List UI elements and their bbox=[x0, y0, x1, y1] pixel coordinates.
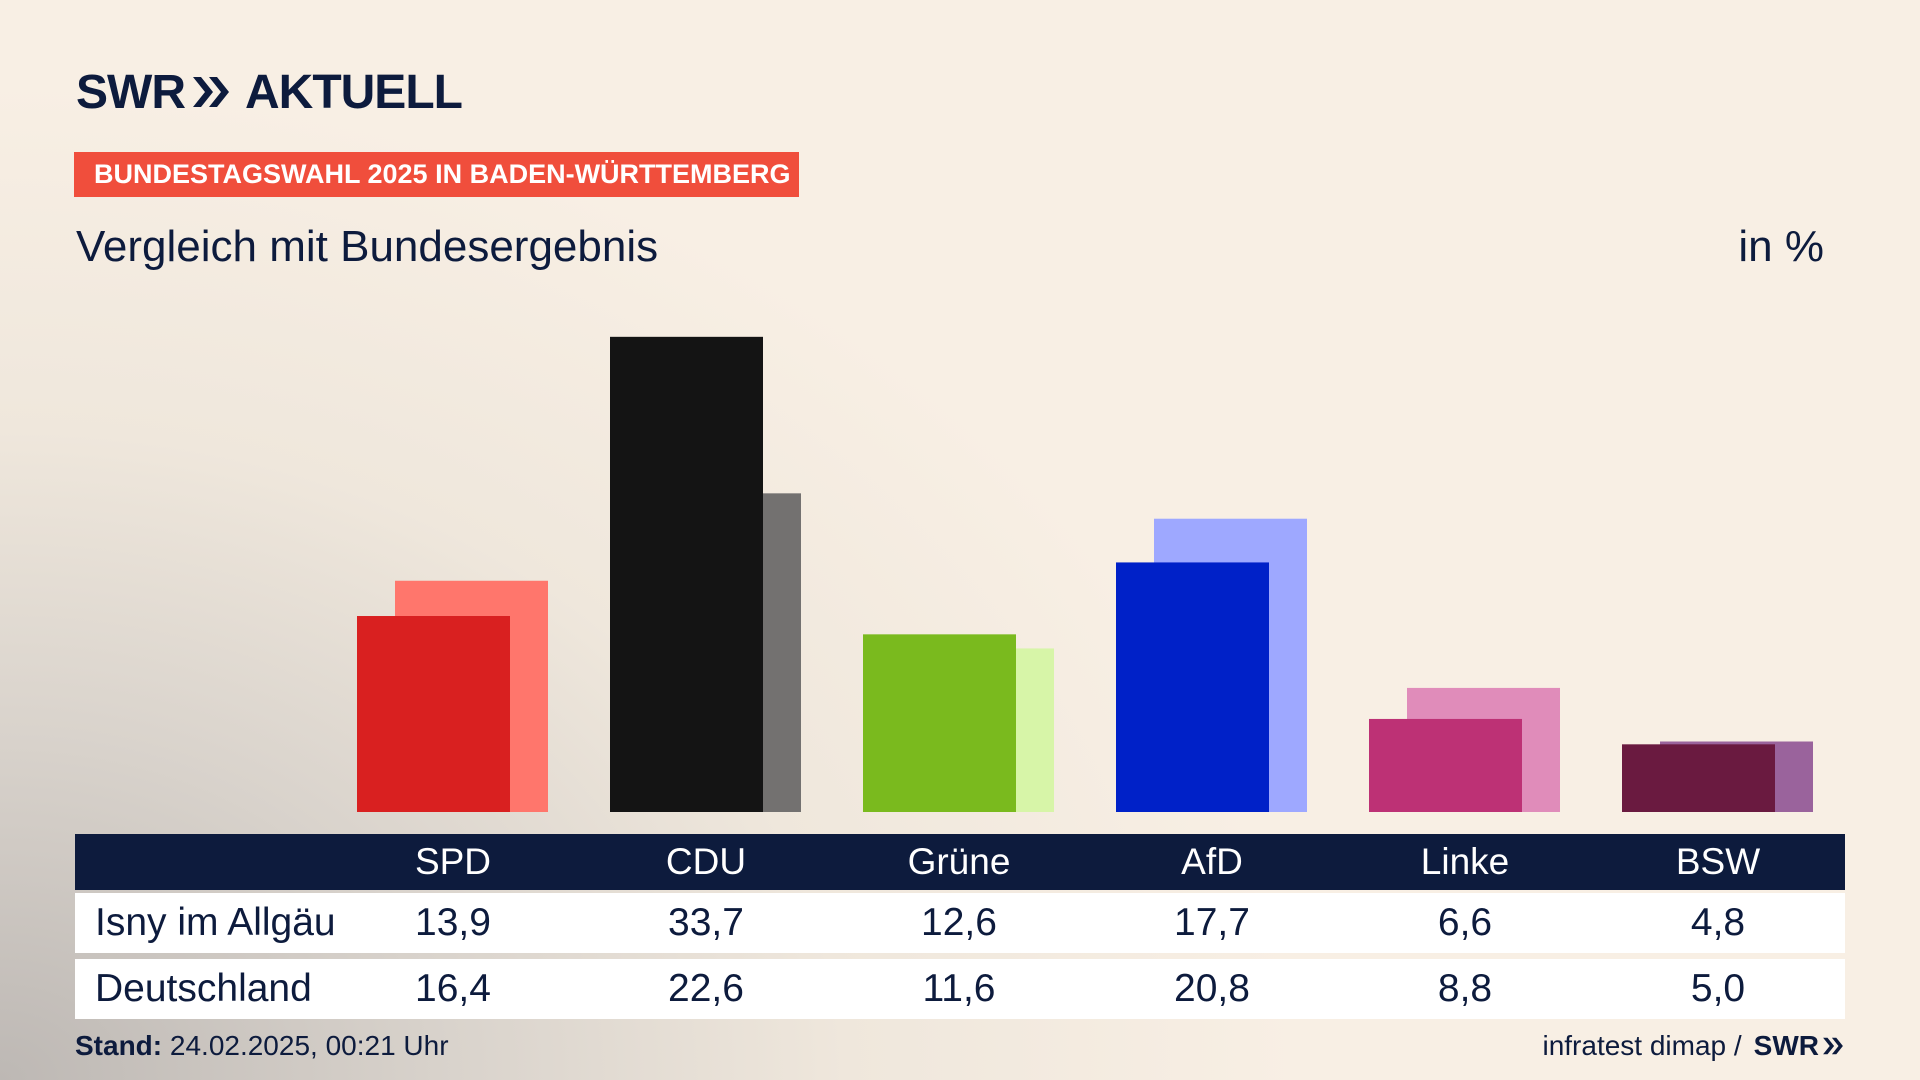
table-cell: 4,8 bbox=[1690, 901, 1746, 944]
bar-deutschland-grüne bbox=[901, 648, 1054, 812]
table-row: Deutschland 16,4 22,6 11,6 20,8 8,8 5,0 bbox=[75, 959, 1845, 1019]
double-chevron-icon bbox=[191, 75, 231, 109]
bar-isny-grüne bbox=[863, 634, 1016, 812]
party-header: Grüne bbox=[907, 841, 1011, 882]
table-cell: 6,6 bbox=[1437, 901, 1493, 944]
logo-brand: SWR bbox=[76, 65, 186, 119]
unit-label: in % bbox=[1738, 222, 1824, 271]
bar-deutschland-linke bbox=[1407, 687, 1560, 812]
table-cell: 16,4 bbox=[415, 967, 491, 1010]
logo-product: AKTUELL bbox=[244, 65, 463, 119]
party-header: CDU bbox=[665, 841, 747, 882]
table-header-row: SPD CDU Grüne AfD Linke BSW bbox=[75, 834, 1845, 890]
bar-deutschland-bsw bbox=[1660, 741, 1813, 812]
swr-mini-logo: SWR bbox=[1754, 1030, 1844, 1062]
bar-isny-spd bbox=[357, 616, 510, 812]
bar-isny-linke bbox=[1369, 718, 1522, 812]
table-cell: 13,9 bbox=[415, 901, 491, 944]
table-cell: 20,8 bbox=[1174, 967, 1250, 1010]
party-header: BSW bbox=[1675, 841, 1761, 882]
table-cell: 8,8 bbox=[1437, 967, 1493, 1010]
bar-isny-afd bbox=[1116, 562, 1269, 812]
source-logo-text: SWR bbox=[1753, 1030, 1819, 1061]
stand-value: 24.02.2025, 00:21 Uhr bbox=[169, 1030, 449, 1061]
swr-aktuell-logo: SWR AKTUELL bbox=[76, 66, 463, 119]
table-cell: 12,6 bbox=[921, 901, 997, 944]
table-row: Isny im Allgäu 13,9 33,7 12,6 17,7 6,6 4… bbox=[75, 893, 1845, 953]
source-credit: infratest dimap / SWR bbox=[1542, 1030, 1844, 1062]
table-cell: 5,0 bbox=[1690, 967, 1746, 1010]
party-header: AfD bbox=[1181, 841, 1243, 882]
double-chevron-icon bbox=[1823, 1037, 1843, 1055]
table-cell: 17,7 bbox=[1174, 901, 1250, 944]
table-cell: 22,6 bbox=[668, 967, 744, 1010]
chart-subtitle: Vergleich mit Bundesergebnis bbox=[76, 222, 659, 271]
table-cell: 11,6 bbox=[922, 967, 996, 1010]
timestamp: Stand: 24.02.2025, 00:21 Uhr bbox=[75, 1030, 449, 1062]
bar-isny-bsw bbox=[1622, 744, 1775, 812]
source-text: infratest dimap / bbox=[1542, 1030, 1742, 1061]
bar-isny-cdu bbox=[610, 336, 763, 812]
party-header: SPD bbox=[414, 841, 492, 882]
party-header: Linke bbox=[1420, 841, 1510, 882]
stand-label: Stand: bbox=[75, 1030, 163, 1061]
row-label: Isny im Allgäu bbox=[95, 901, 336, 944]
bar-deutschland-spd bbox=[395, 580, 548, 812]
table-cell: 33,7 bbox=[668, 901, 744, 944]
results-table: SPD CDU Grüne AfD Linke BSW Isny im Allg… bbox=[75, 834, 1845, 1019]
election-tag: BUNDESTAGSWAHL 2025 IN BADEN-WÜRTTEMBERG bbox=[74, 152, 799, 197]
bar-deutschland-afd bbox=[1154, 518, 1307, 812]
row-label: Deutschland bbox=[95, 967, 312, 1010]
bar-deutschland-cdu bbox=[648, 493, 801, 812]
